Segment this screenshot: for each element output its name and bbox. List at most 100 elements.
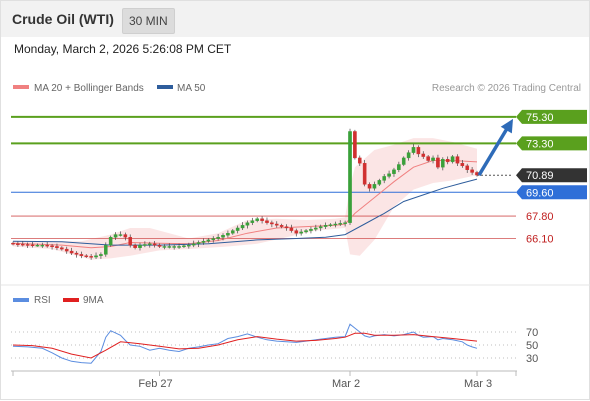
candle-body-19 (103, 244, 108, 255)
candle-body-59 (299, 231, 303, 234)
candle-body-82 (411, 147, 416, 153)
candle-body-62 (314, 227, 318, 230)
candle-body-46 (235, 227, 240, 231)
candle-body-65 (328, 224, 333, 226)
candle-body-56 (284, 226, 289, 229)
header-bar: Crude Oil (WTI) 30 MIN (1, 1, 589, 37)
rsi-tick-30: 30 (526, 353, 538, 365)
candle-body-88 (441, 159, 445, 168)
level-label-69.60: 69.60 (526, 187, 554, 199)
candle-body-38 (196, 242, 201, 245)
candle-body-13 (74, 252, 79, 255)
candle-body-93 (465, 165, 470, 170)
candle-body-67 (338, 223, 343, 225)
candle-body-73 (367, 184, 372, 189)
candle-body-14 (79, 254, 84, 256)
x-tick-label-0: Feb 27 (138, 378, 172, 390)
candle-body-69 (348, 131, 352, 223)
candle-body-33 (172, 246, 176, 248)
candle-body-24 (128, 237, 133, 246)
candle-body-41 (211, 238, 216, 241)
candle-body-25 (133, 244, 137, 248)
candle-body-92 (460, 162, 465, 167)
candle-body-11 (64, 248, 69, 252)
candle-body-91 (455, 156, 460, 164)
candle-body-83 (416, 147, 421, 155)
candle-body-44 (226, 233, 230, 236)
level-tag-70.89 (516, 168, 587, 183)
candle-body-50 (255, 218, 260, 221)
candle-body-20 (108, 237, 113, 246)
level-label-75.30: 75.30 (526, 112, 554, 124)
bollinger-band-area (13, 138, 477, 260)
timeframe-badge[interactable]: 30 MIN (122, 8, 175, 34)
candle-body-35 (182, 245, 186, 248)
candle-body-7 (45, 244, 49, 247)
candle-body-12 (69, 250, 74, 254)
candle-body-17 (94, 255, 98, 258)
rsi-tick-50: 50 (526, 340, 538, 352)
level-label-70.89: 70.89 (526, 170, 554, 182)
report-datetime: Monday, March 2, 2026 5:26:08 PM CET (14, 42, 232, 56)
candle-body-23 (123, 234, 128, 238)
candle-body-60 (304, 230, 308, 233)
candle-body-2 (20, 243, 25, 246)
candle-body-75 (377, 180, 382, 185)
candle-body-77 (387, 173, 391, 177)
candle-body-90 (450, 156, 455, 163)
candle-body-26 (138, 244, 142, 248)
candle-body-22 (118, 234, 123, 236)
level-tag-73.30 (516, 136, 587, 151)
candle-body-84 (421, 153, 426, 157)
candle-body-31 (162, 246, 167, 248)
candle-body-8 (50, 245, 54, 248)
candle-body-57 (289, 227, 294, 231)
candle-body-76 (382, 176, 387, 181)
candle-body-80 (401, 157, 406, 165)
candle-body-78 (392, 169, 396, 174)
level-label-73.30: 73.30 (526, 138, 554, 150)
candle-body-32 (167, 246, 172, 248)
candle-body-21 (113, 234, 118, 238)
candle-body-36 (187, 244, 191, 247)
rsi-ma-legend-label: 9MA (83, 295, 104, 306)
candle-body-86 (431, 157, 435, 161)
candle-body-27 (143, 244, 147, 246)
x-tick-label-2: Mar 3 (464, 378, 492, 390)
ma50-legend-swatch (157, 85, 173, 89)
level-label-67.80: 67.80 (526, 211, 554, 223)
candle-body-51 (260, 218, 264, 221)
candle-body-85 (426, 156, 430, 161)
candle-body-72 (362, 162, 367, 185)
candle-body-58 (294, 230, 299, 234)
candle-body-34 (177, 246, 181, 248)
candle-body-1 (16, 243, 20, 246)
candle-body-79 (397, 164, 401, 171)
candle-body-70 (353, 131, 357, 159)
candle-body-16 (89, 256, 93, 258)
candle-body-6 (40, 244, 45, 247)
candle-body-18 (99, 254, 103, 256)
candle-body-66 (333, 223, 338, 226)
candle-body-87 (436, 157, 440, 168)
candle-body-9 (55, 246, 59, 248)
rsi-ma-legend-swatch (63, 298, 79, 302)
x-axis-layer: Feb 27 Mar 2 Mar 3 (12, 371, 517, 390)
bollinger-legend-label: MA 20 + Bollinger Bands (34, 83, 144, 94)
forecast-arrow-shaft (477, 126, 510, 177)
candle-body-64 (323, 225, 328, 227)
candle-body-49 (250, 220, 255, 223)
rsi-tick-70: 70 (526, 327, 538, 339)
candle-body-48 (245, 222, 250, 226)
candle-body-54 (274, 223, 279, 226)
candle-body-94 (470, 169, 474, 173)
forecast-arrow-head (500, 118, 513, 134)
candle-body-63 (318, 226, 323, 229)
candle-body-42 (216, 237, 220, 239)
candle-body-0 (11, 242, 15, 245)
candle-body-45 (230, 230, 235, 234)
candle-body-3 (25, 244, 30, 246)
